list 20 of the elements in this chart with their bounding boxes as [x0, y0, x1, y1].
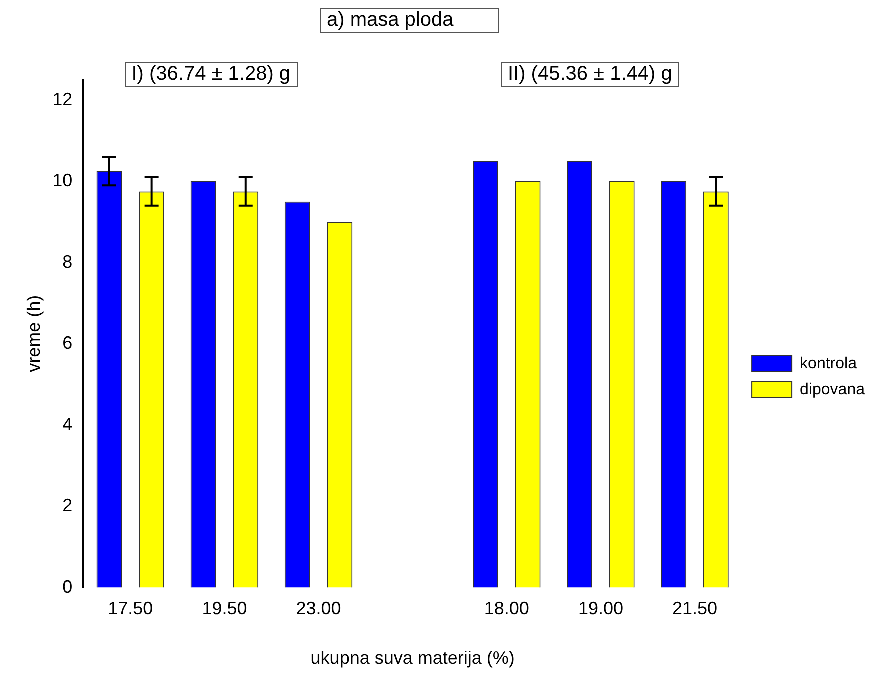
legend-label: kontrola: [800, 355, 858, 372]
x-tick-label: 19.00: [578, 598, 624, 619]
x-axis-title: ukupna suva materija (%): [310, 648, 515, 668]
chart-title: a) masa ploda: [320, 8, 499, 33]
x-tick-label: 18.00: [484, 598, 530, 619]
annotation: I) (36.74 ± 1.28) g: [124, 62, 298, 87]
y-tick-label: 2: [62, 496, 73, 516]
y-tick-label: 6: [62, 333, 73, 354]
annotation: II) (45.36 ± 1.44) g: [500, 62, 680, 87]
y-axis-title: vreme (h): [24, 295, 44, 372]
y-tick-label: 10: [52, 170, 73, 191]
legend-label: dipovana: [800, 381, 866, 398]
x-tick-label: 23.00: [296, 598, 342, 619]
y-tick-label: 4: [62, 414, 73, 434]
y-tick-label: 8: [62, 252, 73, 272]
y-tick-label: 0: [62, 576, 73, 597]
x-tick-label: 21.50: [672, 598, 718, 619]
x-tick-label: 19.50: [202, 598, 248, 619]
y-tick-label: 12: [52, 89, 73, 110]
x-tick-label: 17.50: [108, 598, 154, 619]
